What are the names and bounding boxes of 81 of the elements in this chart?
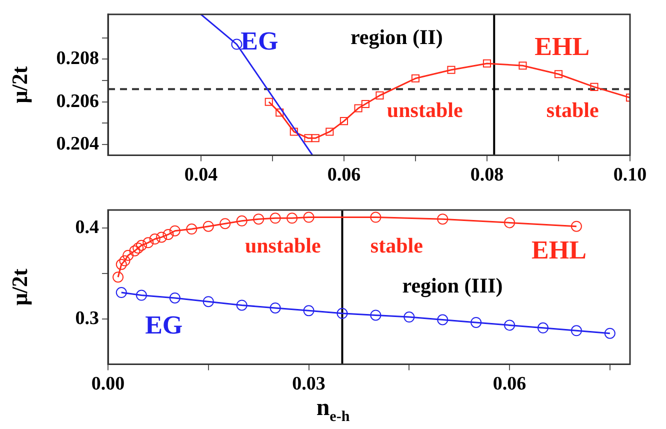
point <box>162 228 174 240</box>
series-label: EHL <box>534 32 590 61</box>
point <box>186 224 198 235</box>
point <box>590 82 598 91</box>
point <box>220 218 231 230</box>
point <box>119 255 130 266</box>
point <box>504 217 516 228</box>
y-tick-label: 0.206 <box>56 90 99 112</box>
point <box>122 250 134 261</box>
x-tick-label: 0.06 <box>327 164 361 186</box>
point <box>437 314 448 326</box>
point <box>518 62 527 70</box>
y-tick-label: 0.3 <box>75 308 99 329</box>
point <box>311 134 320 142</box>
point <box>112 272 124 283</box>
point <box>116 258 127 270</box>
point <box>169 292 180 304</box>
point <box>504 320 516 331</box>
point <box>303 212 314 223</box>
point <box>370 310 382 321</box>
y-tick-label: 0.208 <box>56 48 99 70</box>
annotation: stable <box>546 98 599 122</box>
point <box>326 128 334 136</box>
annotation: unstable <box>386 98 463 122</box>
x-tick-label: 0.04 <box>184 164 218 186</box>
point <box>270 212 281 224</box>
point <box>554 70 563 78</box>
point <box>286 212 298 224</box>
point <box>354 104 362 112</box>
x-tick-label: 0.06 <box>492 374 526 395</box>
point <box>570 220 582 232</box>
point <box>264 98 273 106</box>
x-axis-title: n$_{e-h}$ <box>315 395 351 426</box>
point <box>336 308 348 319</box>
annotation: region (III) <box>402 274 503 298</box>
point <box>437 214 448 225</box>
point <box>136 240 147 251</box>
point <box>129 245 140 256</box>
point <box>470 316 482 328</box>
y-axis-title: μ/2t <box>6 268 32 306</box>
point <box>142 237 154 248</box>
point <box>156 232 168 243</box>
point <box>404 312 415 323</box>
point <box>447 66 456 74</box>
point <box>370 212 382 223</box>
y-tick-label: 0.4 <box>75 217 100 238</box>
y-tick-label: 0.204 <box>56 133 100 154</box>
annotation: stable <box>370 233 423 258</box>
point <box>340 117 348 126</box>
point <box>482 59 492 68</box>
point <box>136 290 147 301</box>
point <box>270 302 281 314</box>
x-tick-label: 0.10 <box>613 164 647 186</box>
x-tick-label: 0.03 <box>292 374 326 395</box>
point <box>169 225 180 236</box>
point <box>290 128 298 136</box>
point <box>538 322 548 334</box>
y-axis-title: μ/2t <box>6 66 32 104</box>
point <box>376 91 384 100</box>
series-label: EG <box>240 26 278 56</box>
point <box>304 134 312 142</box>
point <box>411 74 420 82</box>
series-label: EHL <box>532 235 586 264</box>
point <box>202 220 214 232</box>
point <box>116 287 127 298</box>
point <box>149 234 160 245</box>
point <box>570 325 582 336</box>
point <box>361 100 370 108</box>
point <box>132 242 144 254</box>
point <box>604 328 616 339</box>
annotation: region (II) <box>350 24 443 49</box>
annotation: unstable <box>244 233 321 258</box>
x-tick-label: 0.00 <box>91 374 125 395</box>
series-label: EG <box>145 310 183 340</box>
x-tick-label: 0.08 <box>470 164 504 186</box>
point <box>236 300 248 311</box>
point <box>303 305 314 316</box>
point <box>276 108 284 117</box>
point <box>253 214 264 225</box>
point <box>202 296 214 308</box>
point <box>236 215 248 226</box>
